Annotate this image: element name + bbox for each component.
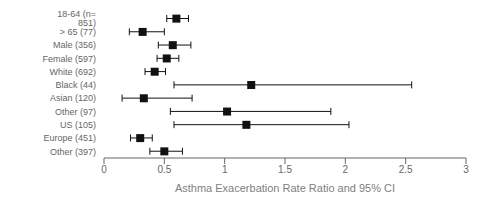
svg-text:0: 0 [101,164,107,175]
svg-text:1.5: 1.5 [278,164,292,175]
svg-text:Other (97): Other (97) [55,107,96,117]
svg-text:3: 3 [463,164,469,175]
svg-text:Asian (120): Asian (120) [50,93,96,103]
svg-text:2: 2 [343,164,349,175]
svg-text:> 65 (77): > 65 (77) [60,27,96,37]
svg-text:Male (356): Male (356) [53,40,96,50]
svg-text:0.5: 0.5 [157,164,171,175]
svg-text:White (692): White (692) [49,67,96,77]
svg-text:Asthma Exacerbation Rate Ratio: Asthma Exacerbation Rate Ratio and 95% C… [175,182,395,194]
svg-text:US (105): US (105) [60,120,96,130]
svg-text:Female (597): Female (597) [42,54,96,64]
svg-text:Other (397): Other (397) [50,147,96,157]
svg-text:18-64 (n=851): 18-64 (n=851) [57,9,96,28]
svg-text:2.5: 2.5 [399,164,413,175]
svg-text:Europe (451): Europe (451) [43,133,96,143]
svg-text:1: 1 [222,164,228,175]
svg-text:Black (44): Black (44) [55,80,96,90]
